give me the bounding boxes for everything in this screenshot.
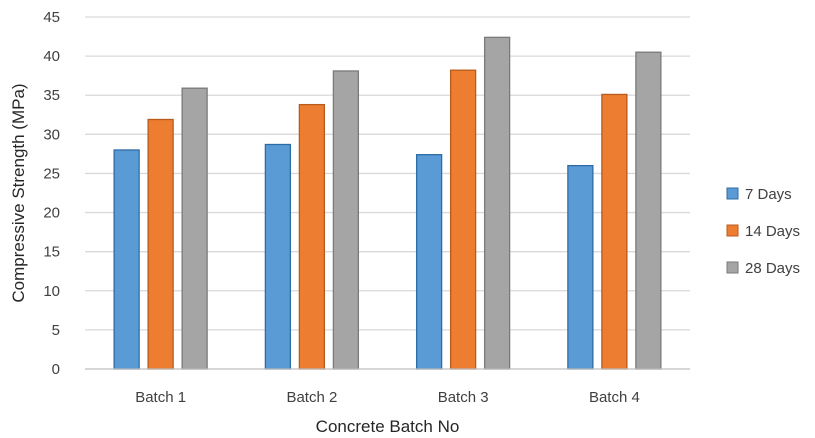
- bar-14-days-1: [147, 118, 174, 370]
- y-tick-label: 35: [43, 87, 60, 104]
- legend-swatch: [726, 261, 739, 274]
- legend-label: 28 Days: [745, 260, 800, 277]
- y-tick-label: 25: [43, 165, 60, 182]
- x-axis-title: Concrete Batch No: [316, 417, 460, 436]
- bar-28-days-1: [181, 87, 208, 370]
- x-axis-ticks: Batch 1 Batch 2 Batch 3 Batch 4: [135, 389, 640, 406]
- bar-14-days-3: [449, 69, 477, 370]
- bar-14-days-2: [298, 103, 326, 370]
- bar-28-days-2: [332, 70, 360, 370]
- x-tick-label: Batch 1: [135, 389, 186, 406]
- legend-swatch: [726, 187, 739, 200]
- bars: [113, 36, 662, 370]
- legend-label: 7 Days: [745, 186, 792, 203]
- gridlines: [85, 16, 690, 331]
- x-tick-label: Batch 2: [286, 389, 337, 406]
- legend-label: 14 Days: [745, 223, 800, 240]
- y-tick-label: 40: [43, 48, 60, 65]
- bar-7-days-3: [415, 154, 443, 370]
- legend-swatch: [726, 224, 739, 237]
- bar-7-days-4: [567, 164, 594, 370]
- y-tick-label: 15: [43, 244, 60, 261]
- y-tick-label: 10: [43, 283, 60, 300]
- bar-28-days-3: [483, 36, 511, 370]
- bar-7-days-1: [113, 149, 140, 370]
- bar-7-days-2: [264, 143, 292, 370]
- x-tick-label: Batch 4: [589, 389, 640, 406]
- y-tick-label: 0: [52, 361, 60, 378]
- bar-28-days-4: [635, 51, 662, 370]
- bar-14-days-4: [601, 93, 628, 370]
- y-tick-label: 20: [43, 205, 60, 222]
- y-tick-label: 5: [52, 322, 60, 339]
- y-tick-label: 30: [43, 126, 60, 143]
- y-tick-label: 45: [43, 9, 60, 26]
- legend: 7 Days 14 Days 28 Days: [726, 186, 800, 277]
- y-axis-title: Compressive Strength (MPa): [9, 83, 28, 302]
- x-tick-label: Batch 3: [438, 389, 489, 406]
- y-axis-ticks: 0 5 10 15 20 25 30 35 40 45: [43, 9, 60, 378]
